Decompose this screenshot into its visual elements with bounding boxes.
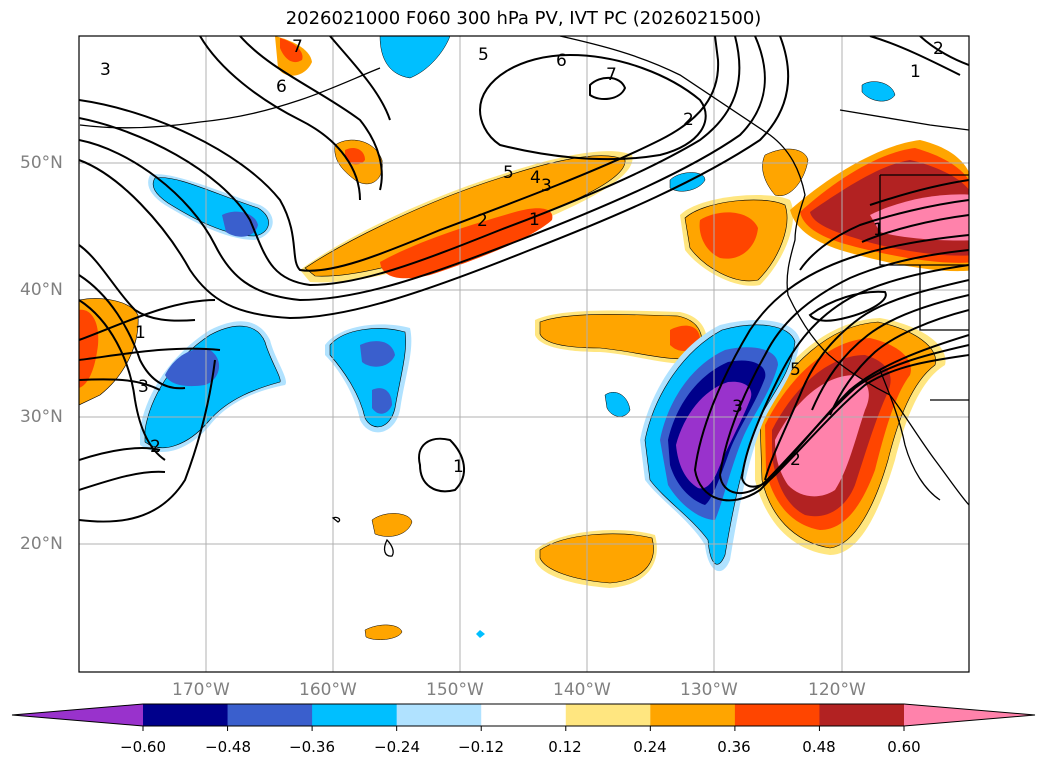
colorbar-tick-label: 0.36: [717, 738, 751, 756]
contour-label: 5: [478, 45, 489, 65]
contour-label: 7: [292, 37, 303, 57]
contour-label: 6: [276, 77, 287, 97]
lat-label: 20°N: [20, 534, 63, 554]
colorbar-segment: [650, 704, 736, 726]
contour-label: 2: [790, 450, 801, 470]
colorbar-segment: [227, 704, 313, 726]
lon-label: 130°W: [680, 680, 738, 700]
contour-label: 4: [530, 168, 541, 188]
lon-label: 150°W: [426, 680, 484, 700]
contour-label: 7: [606, 65, 617, 85]
colorbar-tick-label: −0.36: [289, 738, 335, 756]
contour-label: 3: [100, 60, 111, 80]
contour-label: 1: [910, 62, 921, 82]
colorbar-tick-label: −0.12: [458, 738, 504, 756]
colorbar: [11, 703, 1036, 731]
colorbar-segment: [312, 704, 398, 726]
contour-label: 1: [135, 323, 146, 343]
contour-label: 2: [683, 110, 694, 130]
colorbar-tick-label: 0.12: [548, 738, 582, 756]
contour-label: 5: [503, 163, 514, 183]
contour-label: 2: [150, 437, 161, 457]
colorbar-extend-min: [12, 704, 143, 726]
colorbar-extend-max: [904, 704, 1035, 726]
lat-label: 50°N: [20, 153, 63, 173]
colorbar-segment: [481, 704, 567, 726]
colorbar-tick-label: 0.60: [887, 738, 921, 756]
lon-label: 160°W: [299, 680, 357, 700]
colorbar-tick-label: −0.60: [120, 738, 166, 756]
contour-label: 1: [453, 457, 464, 477]
lon-label: 120°W: [808, 680, 866, 700]
contour-label: 2: [933, 39, 944, 59]
pv-shading-negative: [140, 36, 896, 638]
contour-label: 5: [790, 360, 801, 380]
contour-label: 3: [541, 176, 552, 196]
colorbar-tick-label: 0.24: [633, 738, 667, 756]
colorbar-segment: [143, 704, 229, 726]
lat-label: 40°N: [20, 280, 63, 300]
contour-label: 1: [529, 210, 540, 230]
coastlines: [79, 36, 969, 557]
colorbar-tick-label: −0.48: [205, 738, 251, 756]
map-frame: [78, 35, 970, 673]
colorbar-tick-label: 0.48: [802, 738, 836, 756]
colorbar-segment: [396, 704, 482, 726]
colorbar-tick-label: −0.24: [374, 738, 420, 756]
graticule: [79, 36, 969, 672]
contour-labels: 3 1 3 2 6 7 5 6 7 5 4 3 2 1 1 3 2 5 1 1 …: [100, 37, 944, 477]
contour-label: 2: [477, 211, 488, 231]
pv-contours: [79, 36, 969, 523]
map-title: 2026021000 F060 300 hPa PV, IVT PC (2026…: [285, 8, 762, 29]
colorbar-segment: [734, 704, 820, 726]
contour-label: 6: [556, 51, 567, 71]
lon-label: 140°W: [553, 680, 611, 700]
lon-label: 170°W: [172, 680, 230, 700]
colorbar-segment: [819, 704, 905, 726]
contour-label: 3: [732, 397, 743, 417]
lat-label: 30°N: [20, 407, 63, 427]
colorbar-segment: [565, 704, 651, 726]
contour-label: 3: [138, 377, 149, 397]
contour-label: 1: [873, 220, 884, 240]
